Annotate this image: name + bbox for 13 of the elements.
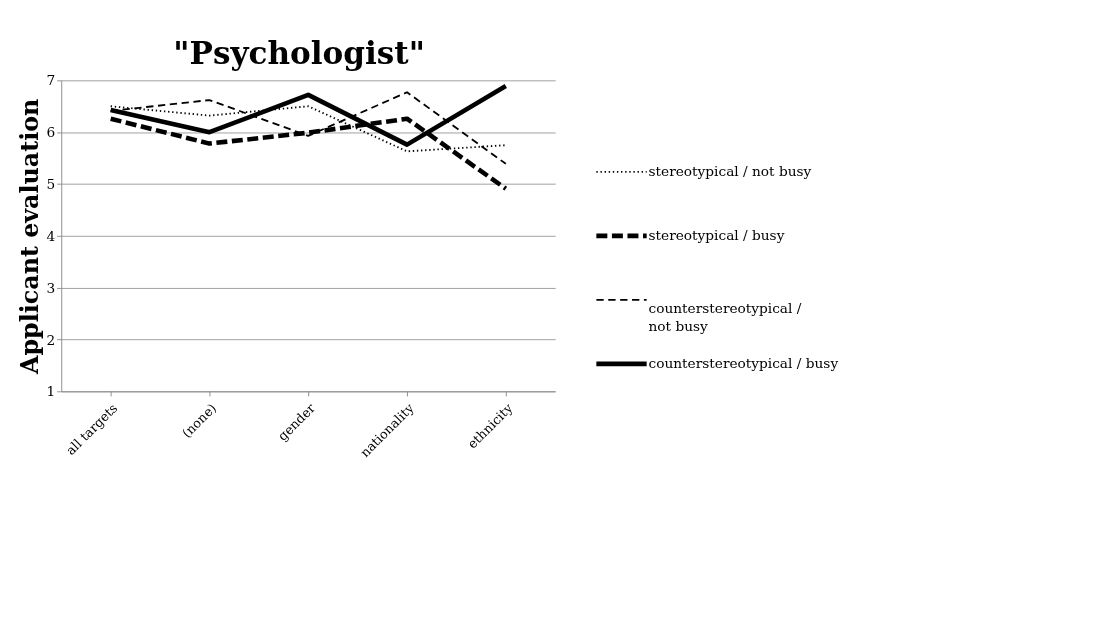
y-tick-label: 2 <box>46 331 56 348</box>
legend-label: stereotypical / busy <box>648 227 785 244</box>
chart-title: "Psychologist" <box>173 34 425 71</box>
legend-label: counterstereotypical / not busy <box>648 299 802 334</box>
legend-label: stereotypical / not busy <box>648 163 812 180</box>
legend-label: counterstereotypical / busy <box>648 355 839 372</box>
y-tick-label: 6 <box>46 124 56 141</box>
y-tick-label: 1 <box>46 383 56 400</box>
y-tick-label: 3 <box>46 279 56 296</box>
y-tick-label: 7 <box>46 72 56 89</box>
y-axis-title: Applicant evaluation <box>16 98 45 375</box>
y-tick-label: 4 <box>46 227 56 244</box>
y-tick-label: 5 <box>46 176 56 193</box>
